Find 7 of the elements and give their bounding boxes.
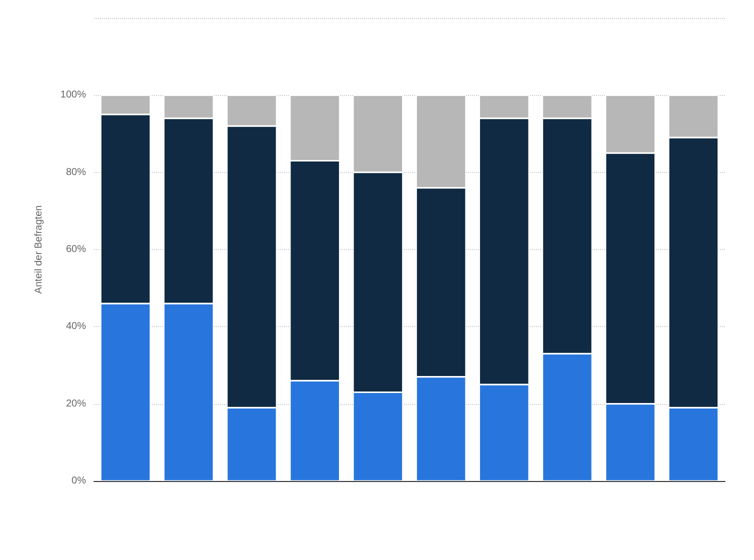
y-axis-title: Anteil der Befragten [34,205,44,294]
y-tick-label: 0% [72,476,86,486]
y-tick-label: 40% [66,321,86,332]
y-tick-label: 80% [66,166,86,178]
y-tick-label: 60% [66,244,86,255]
y-tick-label: 100% [60,90,86,101]
y-tick-label: 20% [66,398,86,410]
